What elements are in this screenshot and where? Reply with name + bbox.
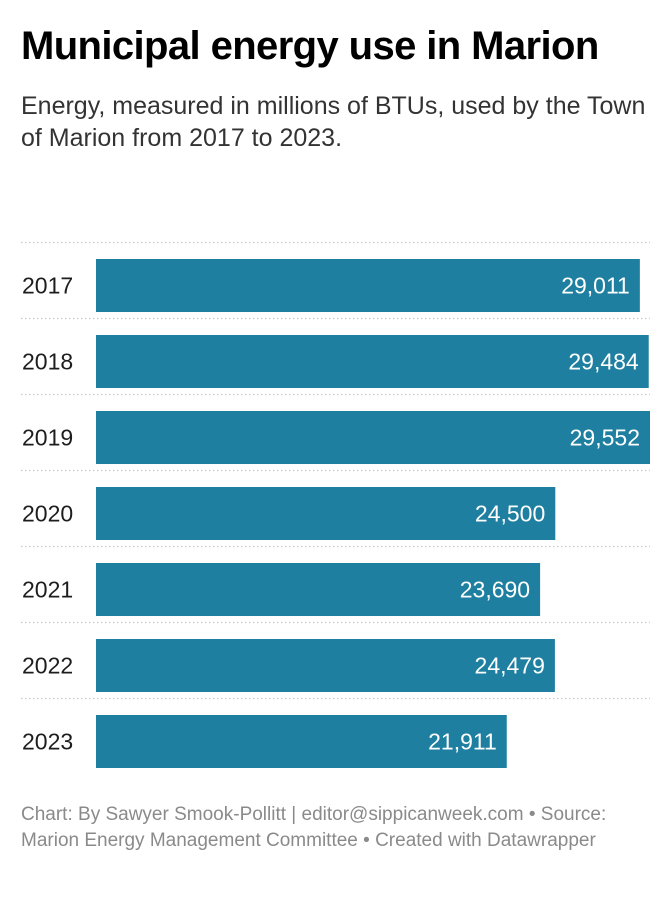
category-label: 2023 [22, 729, 73, 755]
chart-title: Municipal energy use in Marion [21, 24, 599, 68]
bar-chart: 2017 29,011 2018 29,484 2019 29,552 2020 24,500… [21, 241, 650, 768]
category-label: 2018 [22, 349, 73, 375]
value-label: 29,011 [561, 273, 630, 299]
bar [96, 487, 556, 540]
bar [96, 411, 650, 464]
bar [96, 715, 507, 768]
value-label: 21,911 [428, 729, 497, 755]
value-label: 29,484 [568, 349, 639, 375]
value-label: 24,500 [475, 501, 545, 527]
category-label: 2021 [22, 577, 73, 603]
value-label: 24,479 [475, 653, 545, 679]
bar [96, 639, 555, 692]
category-label: 2022 [22, 653, 73, 679]
category-label: 2017 [22, 273, 73, 299]
value-label: 23,690 [460, 577, 530, 603]
chart-footer: Chart: By Sawyer Smook-Pollitt | editor@… [21, 804, 607, 851]
value-label: 29,552 [570, 425, 640, 451]
chart-subtitle: Energy, measured in millions of BTUs, us… [21, 92, 646, 152]
category-label: 2019 [22, 425, 73, 451]
bar [96, 259, 640, 312]
category-label: 2020 [22, 501, 73, 527]
bar [96, 563, 541, 616]
bar [96, 335, 649, 388]
